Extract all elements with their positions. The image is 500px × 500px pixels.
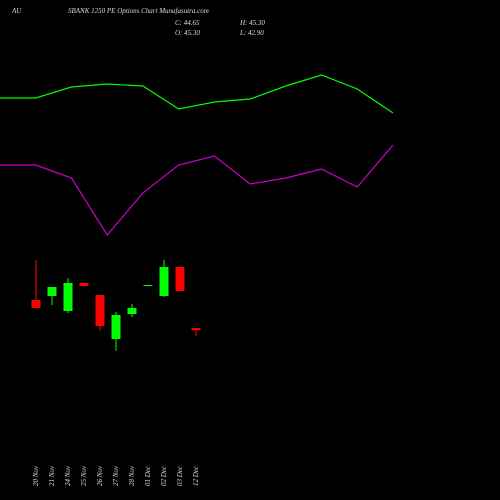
candle-body — [159, 267, 169, 296]
low-label: L: 42.90 — [239, 29, 264, 37]
line-series — [0, 74, 394, 114]
symbol: AU — [11, 7, 22, 15]
x-tick-label: 20 Nov — [32, 465, 40, 486]
x-tick-label: 27 Nov — [112, 465, 120, 486]
x-tick-label: 26 Nov — [96, 465, 104, 486]
chart-title: SBANK 1250 PE Options Chart Munafasutra.… — [68, 7, 209, 15]
candle-body — [127, 308, 137, 314]
x-tick-label: 24 Nov — [64, 465, 72, 486]
x-tick-label: 02 Dec — [160, 465, 168, 486]
candle-body — [47, 287, 57, 296]
candle-body — [31, 300, 41, 308]
x-tick-label: 25 Nov — [80, 465, 88, 486]
x-tick-label: 01 Dec — [144, 465, 152, 486]
x-tick-label: 28 Nov — [128, 465, 136, 486]
x-tick-label: 12 Dec — [192, 465, 200, 486]
candle-body — [79, 283, 89, 286]
candle-body — [175, 267, 185, 291]
high-label: H: 45.30 — [239, 19, 265, 27]
close-label: C: 44.65 — [175, 19, 200, 27]
open-label: O: 45.30 — [175, 29, 200, 37]
x-tick-label: 03 Dec — [176, 465, 184, 486]
candle-body — [191, 328, 201, 331]
x-tick-label: 21 Nov — [48, 465, 56, 486]
candle-body — [63, 283, 73, 311]
candle-body — [95, 295, 105, 326]
line-series — [0, 144, 394, 237]
candle-body — [111, 315, 121, 339]
candle-body — [143, 285, 153, 286]
